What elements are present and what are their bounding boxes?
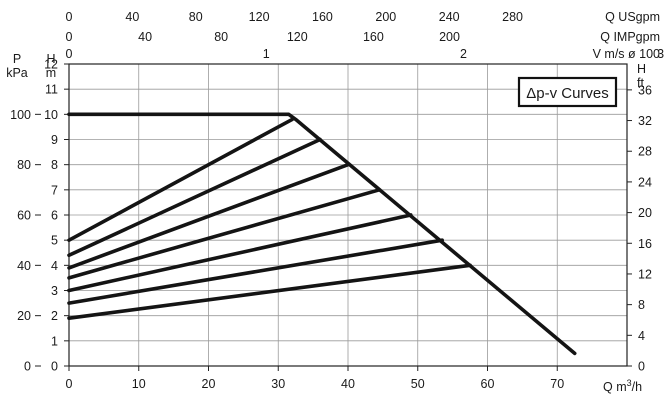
y-ft-tick-label: 20 [638,206,652,220]
impgpm-axis-label: Q IMPgpm [600,30,660,44]
velocity-tick-label: 1 [263,47,270,61]
x-tick-label: 10 [132,377,146,391]
y-kpa-tick-label: 20 [17,309,31,323]
y-ft-tick-label: 36 [638,83,652,97]
y-ft-tick-label: 16 [638,237,652,251]
y-m-tick-label: 9 [51,133,58,147]
grid [69,63,627,366]
curve-4 [67,188,382,280]
y-m-tick-label: 4 [51,259,58,273]
x-axis-label-suffix: /h [632,380,642,394]
legend-label: Δp-v Curves [526,85,609,102]
y-kpa-label-top: P [13,52,21,66]
y-ft-label-unit: ft [637,76,644,90]
y-m-tick-label: 10 [44,108,58,122]
y-m-label-top: H [46,52,55,66]
curve-2 [67,137,322,258]
x-tick-label: 30 [271,377,285,391]
y-m-tick-label: 2 [51,309,58,323]
y-ft-tick-label: 12 [638,267,652,281]
y-ft-tick-label: 0 [638,360,645,374]
y-ft-tick-label: 32 [638,114,652,128]
impgpm-tick-label: 80 [214,30,228,44]
y-m-tick-label: 5 [51,234,58,248]
legend: Δp-v Curves [517,76,618,108]
y-m-tick-label: 0 [51,360,58,374]
x-tick-label: 40 [341,377,355,391]
axis-ticks: 0 10 20 30 40 50 60 700123456789101112020406080… [10,10,664,391]
y-m-tick-label: 7 [51,183,58,197]
y-ft-label-top: H [637,62,646,76]
impgpm-tick-label: 160 [363,30,384,44]
y-kpa-label-unit: kPa [6,66,28,80]
y-m-tick-label: 11 [45,83,58,97]
y-kpa-tick-label: 60 [17,209,31,223]
x-tick-label: 50 [411,377,425,391]
usgpm-tick-label: 120 [249,10,270,24]
y-m-tick-label: 3 [51,284,58,298]
y-ft-tick-label: 28 [638,145,652,159]
x-tick-label: 60 [481,377,495,391]
curve-max [67,112,577,356]
impgpm-tick-label: 40 [138,30,152,44]
usgpm-tick-label: 240 [439,10,460,24]
curve-1 [67,117,295,242]
usgpm-tick-label: 200 [375,10,396,24]
curve-7 [67,263,472,321]
y-kpa-tick-label: 0 [24,360,31,374]
y-m-tick-label: 1 [51,334,58,348]
x-tick-label: 0 [66,377,73,391]
y-m-label-unit: m [46,66,56,80]
x-axis-label: Q m3/h [603,378,642,394]
y-ft-tick-label: 8 [638,298,645,312]
x-axis-label-prefix: Q m [603,380,627,394]
x-axis-label-sup: 3 [627,378,632,388]
y-ft-tick-label: 24 [638,175,652,189]
y-ft-tick-label: 4 [638,329,645,343]
legend-box [517,76,618,108]
y-kpa-tick-label: 40 [17,259,31,273]
x-tick-label: 70 [550,377,564,391]
curves [67,112,577,356]
y-m-tick-label: 6 [51,209,58,223]
usgpm-tick-label: 0 [66,10,73,24]
y-kpa-tick-label: 80 [17,158,31,172]
y-m-tick-label: 12 [44,58,58,72]
curve-3 [67,162,350,270]
curve-5 [67,213,413,293]
impgpm-tick-label: 120 [287,30,308,44]
velocity-tick-label: 2 [460,47,467,61]
velocity-tick-label: 0 [66,47,73,61]
impgpm-tick-label: 200 [439,30,460,44]
velocity-tick-label: 3 [657,47,664,61]
usgpm-tick-label: 80 [189,10,203,24]
usgpm-tick-label: 40 [125,10,139,24]
impgpm-tick-label: 0 [66,30,73,44]
usgpm-tick-label: 160 [312,10,333,24]
velocity-axis-label: V m/s ø 100 [593,47,660,61]
x-tick-label: 20 [202,377,216,391]
curve-6 [67,238,445,305]
usgpm-axis-label: Q USgpm [605,10,660,24]
y-kpa-tick-label: 100 [10,108,31,122]
usgpm-tick-label: 280 [502,10,523,24]
y-m-tick-label: 8 [51,158,58,172]
